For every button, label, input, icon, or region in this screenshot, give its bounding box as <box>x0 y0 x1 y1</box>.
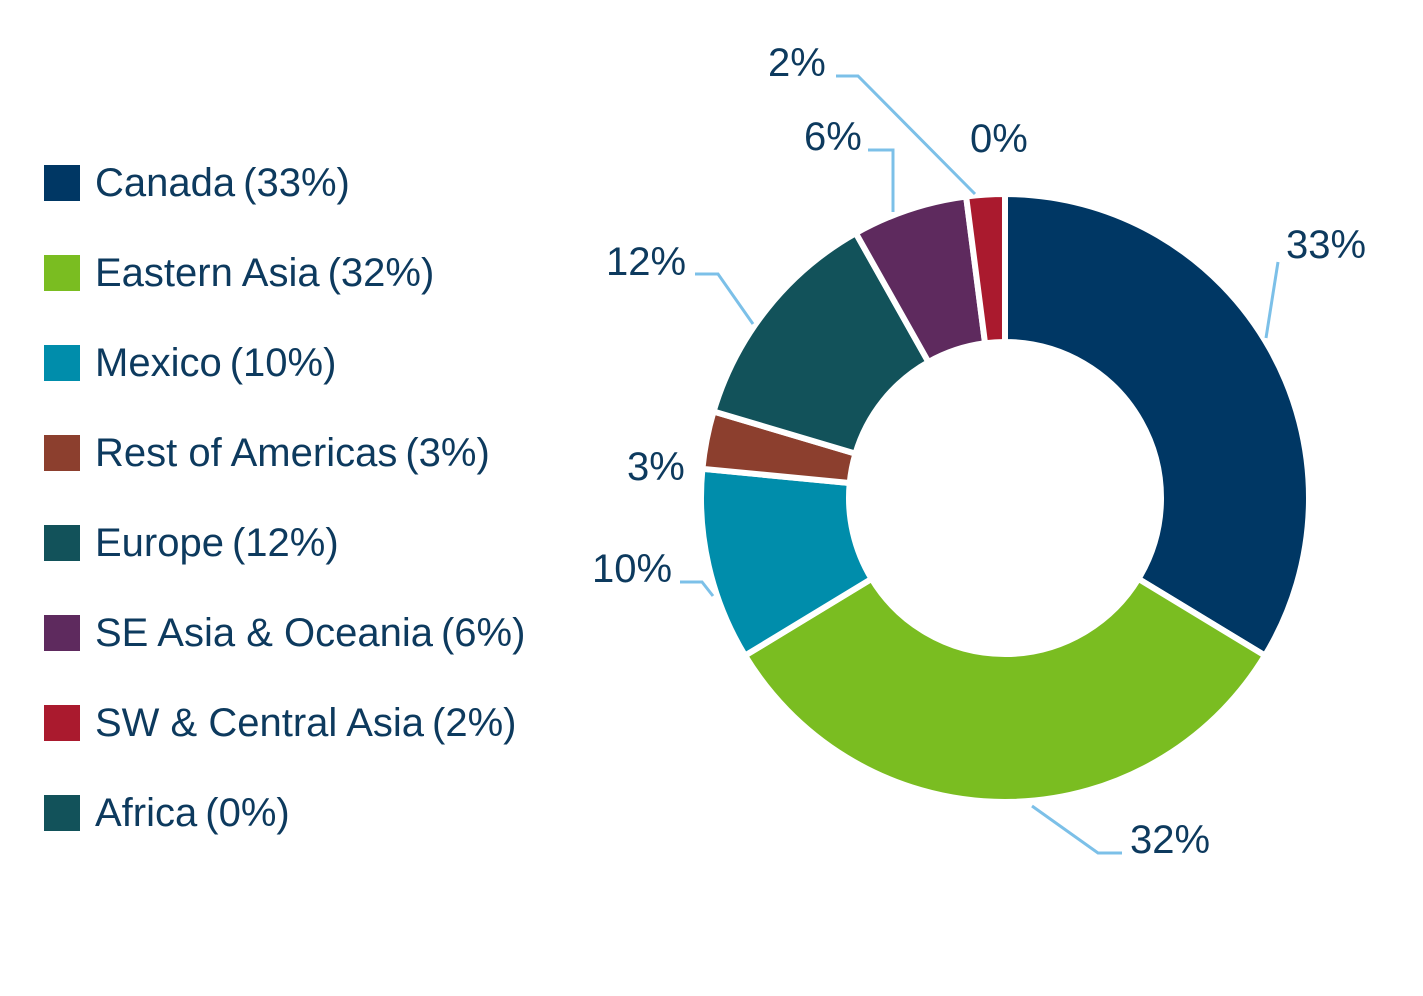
legend-item-canada: Canada (33%) <box>44 161 604 252</box>
legend: Canada (33%) Eastern Asia (32%) Mexico (10%… <box>44 161 604 882</box>
legend-label: Mexico (10%) <box>95 341 337 385</box>
legend-swatch <box>44 255 80 291</box>
data-label-africa: 0% <box>970 117 1028 161</box>
legend-item-eastern-asia: Eastern Asia (32%) <box>44 251 604 342</box>
slice-eastern-asia <box>742 575 1268 805</box>
legend-item-europe: Europe (12%) <box>44 521 604 612</box>
legend-swatch <box>44 615 80 651</box>
donut-slices <box>698 191 1312 805</box>
legend-swatch <box>44 165 80 201</box>
data-label-eastern-asia: 32% <box>1130 818 1210 862</box>
leader-line <box>836 74 977 196</box>
data-label-sw-central-asia: 2% <box>768 41 826 85</box>
slice-sw-central-asia <box>963 191 1008 347</box>
leader-lines <box>680 74 1280 855</box>
legend-label: Rest of Americas (3%) <box>95 431 490 475</box>
leader-line <box>1264 261 1280 339</box>
legend-item-rest-of-americas: Rest of Americas (3%) <box>44 431 604 522</box>
data-label-canada: 33% <box>1286 223 1366 267</box>
leader-line <box>868 148 895 212</box>
legend-label: Africa (0%) <box>95 791 290 835</box>
legend-label: Europe (12%) <box>95 521 339 565</box>
legend-item-africa: Africa (0%) <box>44 791 604 882</box>
legend-swatch <box>44 795 80 831</box>
legend-swatch <box>44 435 80 471</box>
data-labels: 33% 32% 10% 3% 12% 6% 2% 0% <box>592 41 1366 862</box>
data-label-rest-of-americas: 3% <box>627 445 685 489</box>
legend-item-se-asia-oceania: SE Asia & Oceania (6%) <box>44 611 604 702</box>
leader-line <box>680 580 715 597</box>
leader-line <box>695 272 755 325</box>
data-label-mexico: 10% <box>592 547 672 591</box>
legend-swatch <box>44 525 80 561</box>
legend-label: Canada (33%) <box>95 161 350 205</box>
legend-swatch <box>44 705 80 741</box>
legend-item-sw-central-asia: SW & Central Asia (2%) <box>44 701 604 792</box>
legend-label: Eastern Asia (32%) <box>95 251 435 295</box>
legend-swatch <box>44 345 80 381</box>
data-label-se-asia-oceania: 6% <box>804 115 862 159</box>
slice-europe <box>710 230 932 457</box>
data-label-europe: 12% <box>606 240 686 284</box>
legend-item-mexico: Mexico (10%) <box>44 341 604 432</box>
leader-line <box>1031 804 1122 855</box>
legend-label: SE Asia & Oceania (6%) <box>95 611 526 655</box>
slice-canada <box>1002 191 1312 659</box>
legend-label: SW & Central Asia (2%) <box>95 701 517 745</box>
